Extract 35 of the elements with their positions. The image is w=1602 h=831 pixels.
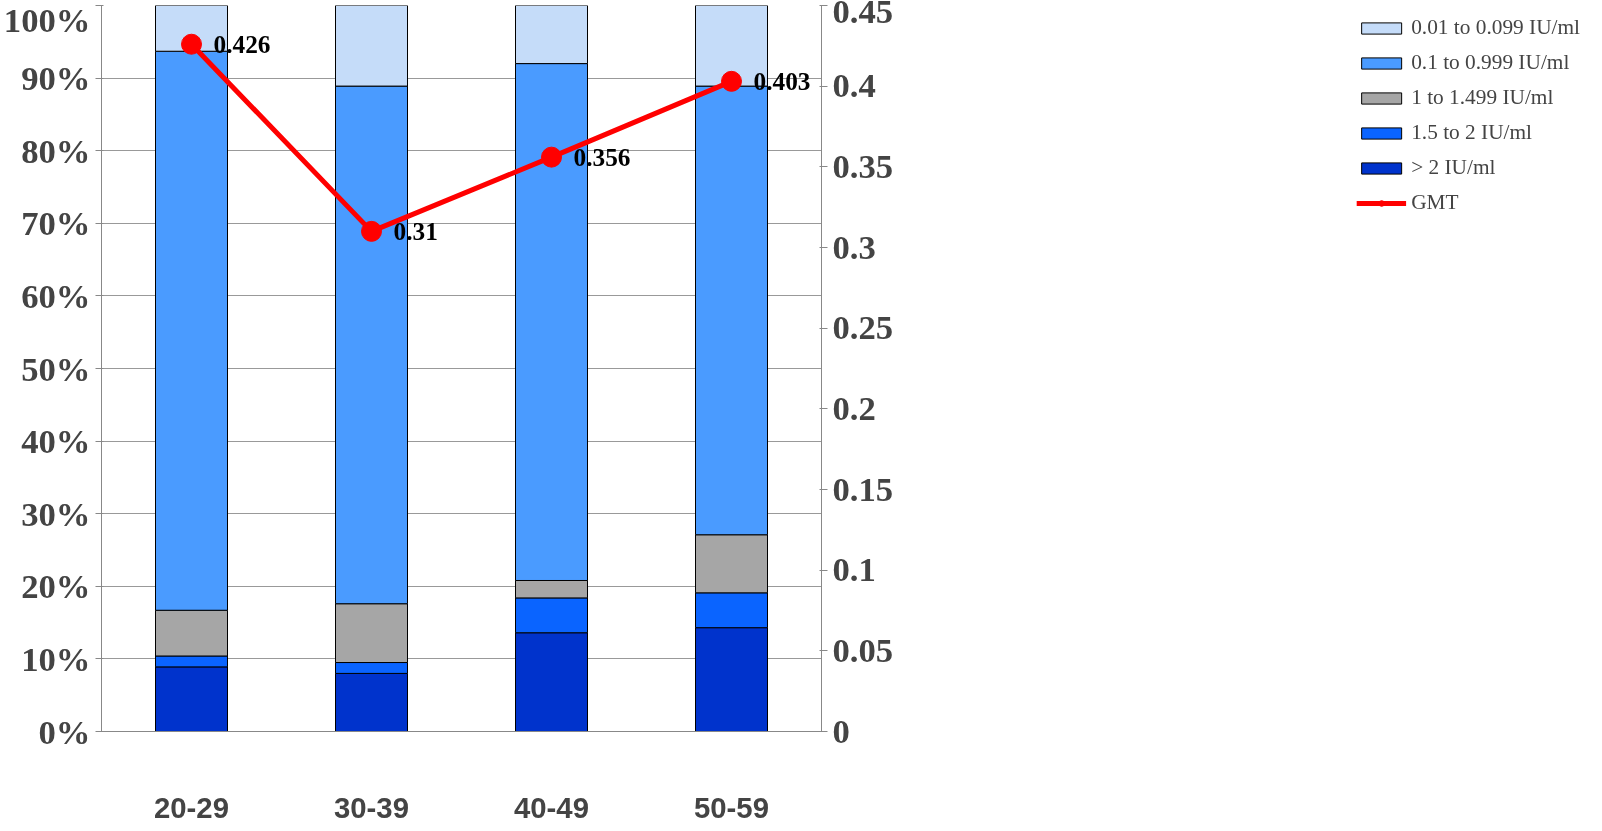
- x-tick-label: 50-59: [693, 790, 770, 824]
- legend-label: GMT: [1411, 190, 1459, 215]
- y-tick-label: 60%: [21, 276, 91, 315]
- point: [541, 146, 562, 168]
- x-tick-label: 40-49: [513, 790, 590, 824]
- y-tick-label: 10%: [21, 639, 91, 678]
- y-tick-label: 70%: [21, 204, 91, 243]
- x-tick-label: 30-39: [333, 790, 410, 824]
- legend-label: 0.01 to 0.099 IU/ml: [1411, 15, 1580, 40]
- x-tick-label: 20-29: [153, 790, 230, 824]
- y2-tick-label: 0.35: [832, 146, 894, 185]
- point: [361, 220, 382, 242]
- y-tick-label: 90%: [21, 59, 91, 98]
- y-tick-label: 40%: [21, 422, 91, 461]
- point: [721, 70, 742, 92]
- y-tick-label: 20%: [21, 567, 91, 606]
- y-tick-label: 100%: [3, 0, 91, 39]
- y-tick-label: 80%: [21, 131, 91, 170]
- y2-tick-label: 0.1: [832, 550, 876, 589]
- y2-tick-label: 0.3: [832, 227, 876, 266]
- y2-tick-label: 0.05: [832, 630, 894, 669]
- y-tick-label: 50%: [21, 349, 91, 388]
- y2-tick-label: 0.25: [832, 308, 894, 347]
- legend-label: 0.1 to 0.999 IU/ml: [1411, 50, 1570, 75]
- y2-tick-label: 0.15: [832, 469, 894, 508]
- legend-label: 1 to 1.499 IU/ml: [1411, 85, 1554, 110]
- y2-tick-label: 0: [832, 711, 850, 750]
- y-tick-label: 30%: [21, 494, 91, 533]
- y2-tick-label: 0.4: [832, 66, 876, 105]
- y2-tick-label: 0.2: [832, 388, 876, 427]
- y2-tick-label: 0.45: [832, 0, 894, 30]
- y-tick-label: 0%: [38, 712, 91, 751]
- legend-label: > 2 IU/ml: [1411, 155, 1496, 180]
- legend-label: 1.5 to 2 IU/ml: [1411, 120, 1532, 145]
- point: [181, 33, 202, 55]
